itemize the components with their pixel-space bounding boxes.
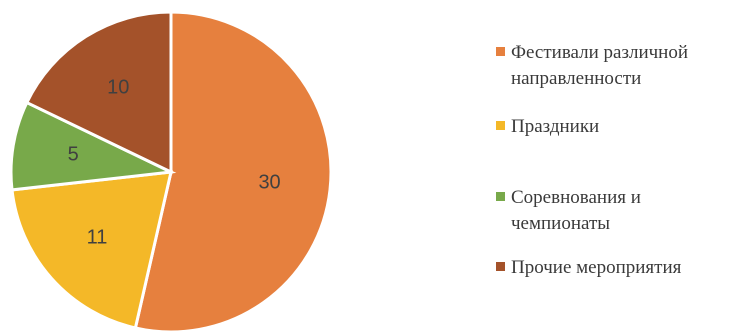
pie-slices — [9, 10, 333, 331]
pie-data-labels: 30 11 5 10 — [68, 76, 281, 248]
legend-swatch-holidays — [496, 121, 505, 130]
legend-item-competitions: Соревнования и чемпионаты — [496, 185, 661, 237]
legend-item-festivals: Фестивали различной направленности — [496, 40, 743, 92]
legend-label-other: Прочие мероприятия — [511, 257, 682, 278]
pie-slice-festivals — [133, 10, 333, 331]
legend-label-holidays: Праздники — [511, 116, 600, 137]
pie-slice-other — [24, 10, 173, 175]
pie-slice-competitions — [9, 100, 177, 192]
data-label-festivals: 30 — [258, 171, 280, 193]
legend-item-other: Прочие мероприятия — [496, 255, 743, 281]
data-label-holidays: 11 — [87, 226, 108, 248]
pie-slice-holidays — [10, 170, 173, 330]
legend-swatch-other — [496, 262, 505, 271]
legend-swatch-competitions — [496, 192, 505, 201]
legend-item-holidays: Праздники — [496, 114, 743, 140]
legend-label-competitions: Соревнования и чемпионаты — [511, 187, 641, 234]
legend: Фестивали различной направленности Празд… — [496, 0, 744, 331]
data-label-competitions: 5 — [68, 144, 79, 166]
legend-swatch-festivals — [496, 47, 505, 56]
legend-label-festivals: Фестивали различной направленности — [511, 42, 689, 89]
data-label-other: 10 — [107, 76, 129, 98]
